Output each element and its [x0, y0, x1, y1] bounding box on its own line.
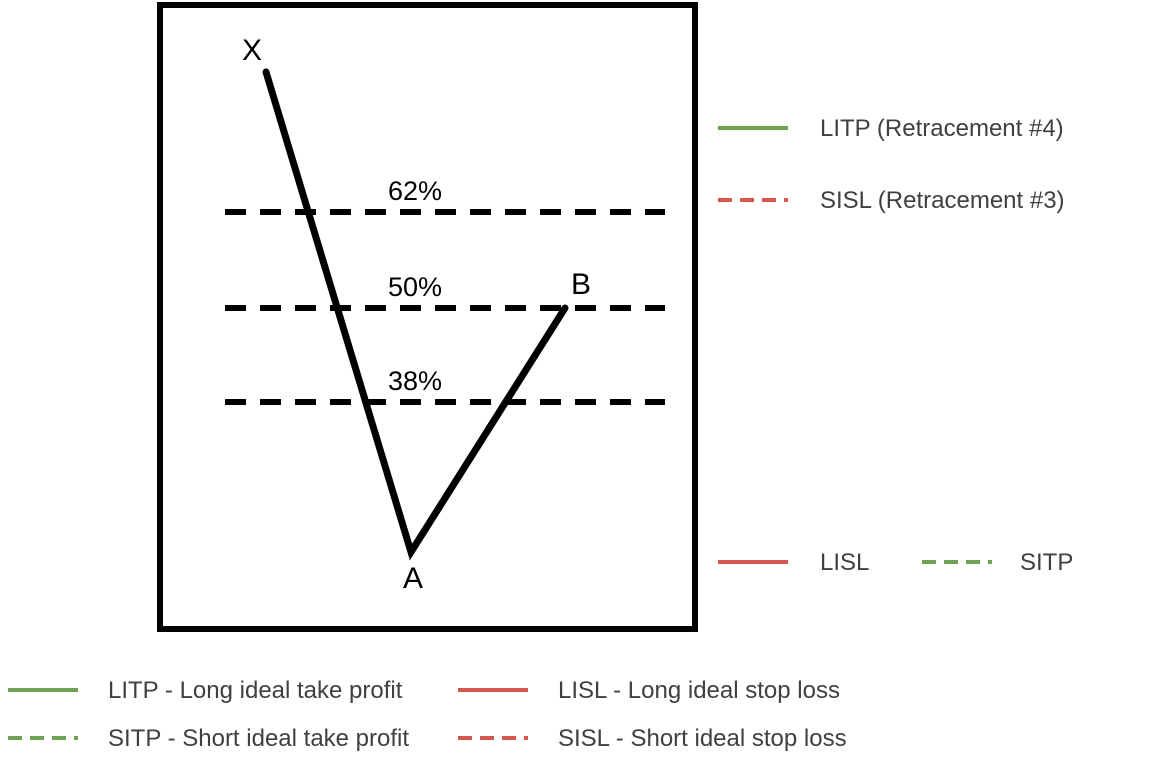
bottom-legend-label-0-right: LISL - Long ideal stop loss	[558, 677, 840, 704]
bottom-legend-label-1-left: SITP - Short ideal take profit	[108, 725, 409, 752]
bottom-legend-label-1-right: SISL - Short ideal stop loss	[558, 725, 847, 752]
side-legend-label-0: LITP (Retracement #4)	[820, 115, 1064, 142]
point-label-b: B	[571, 268, 591, 301]
side-legend-label-extra: SITP	[1020, 549, 1073, 576]
bottom-legend-label-0-left: LITP - Long ideal take profit	[108, 677, 403, 704]
diagram-svg: 62% 50% 38% X A B LITP (Retracement #4) SISL (R…	[0, 0, 1162, 758]
side-legend-label-1: SISL (Retracement #3)	[820, 187, 1065, 214]
chart-frame	[160, 5, 695, 629]
retracement-label-2: 50%	[388, 272, 442, 302]
side-legend-label-2: LISL	[820, 549, 869, 576]
price-pattern-line	[266, 72, 565, 552]
retracement-label-3: 38%	[388, 366, 442, 396]
point-label-x: X	[242, 34, 262, 67]
retracement-label-1: 62%	[388, 176, 442, 206]
point-label-a: A	[403, 562, 423, 595]
diagram-root: 62% 50% 38% X A B LITP (Retracement #4) SISL (R…	[0, 0, 1162, 758]
